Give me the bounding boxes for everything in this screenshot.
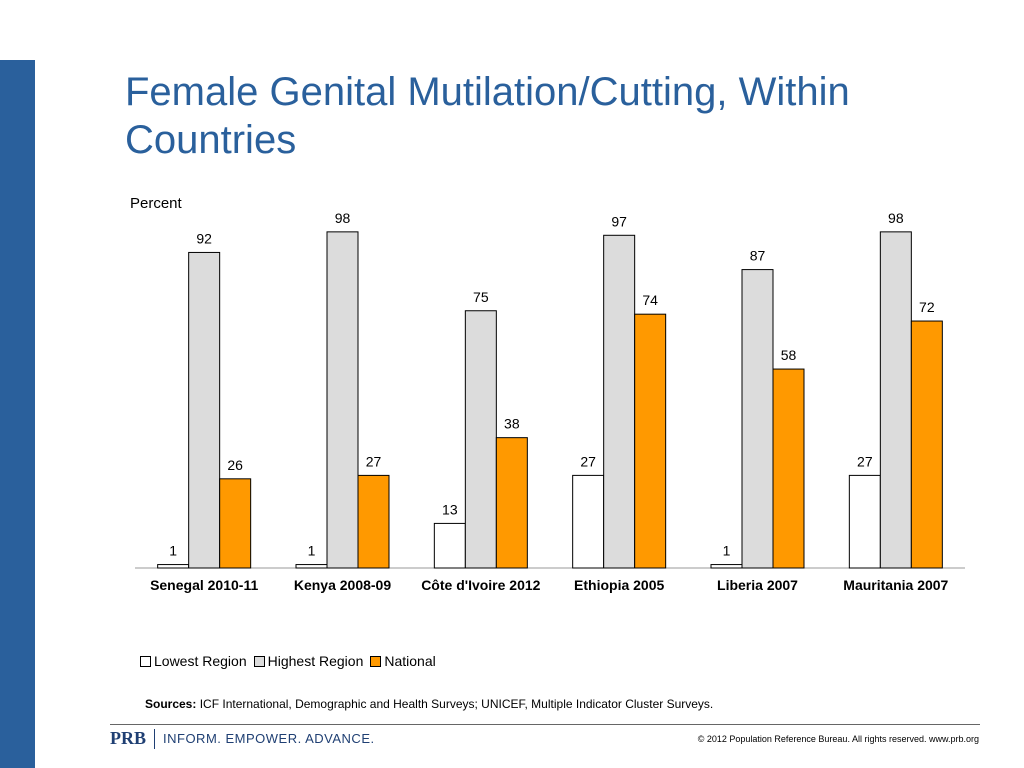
legend-label-highest: Highest Region bbox=[267, 653, 364, 669]
brand-tagline: INFORM. EMPOWER. ADVANCE. bbox=[163, 731, 375, 746]
data-label-national-1: 27 bbox=[366, 453, 382, 469]
page-title: Female Genital Mutilation/Cutting, Withi… bbox=[125, 70, 850, 162]
data-label-lowest-4: 1 bbox=[723, 543, 731, 559]
legend-item-highest: Highest Region bbox=[253, 653, 364, 669]
bar-national-5 bbox=[910, 320, 943, 569]
bar-lowest-4 bbox=[710, 564, 743, 569]
y-axis-unit: Percent bbox=[130, 195, 182, 212]
bar-highest-0 bbox=[188, 251, 221, 569]
bar-highest-1 bbox=[326, 231, 359, 569]
bar-highest-5 bbox=[879, 231, 912, 569]
data-label-lowest-5: 27 bbox=[857, 453, 873, 469]
bar-lowest-5 bbox=[848, 474, 881, 569]
bar-national-3 bbox=[634, 313, 667, 569]
brand-separator bbox=[154, 728, 155, 749]
data-label-highest-0: 92 bbox=[196, 230, 212, 246]
bar-lowest-0 bbox=[157, 564, 190, 569]
brand-block: PRB INFORM. EMPOWER. ADVANCE. bbox=[110, 728, 375, 749]
data-label-national-0: 26 bbox=[227, 457, 243, 473]
side-accent-bar bbox=[0, 60, 35, 768]
legend-item-lowest: Lowest Region bbox=[140, 653, 247, 669]
brand-logo: PRB bbox=[110, 728, 146, 748]
legend-label-lowest: Lowest Region bbox=[154, 653, 247, 669]
legend-item-national: National bbox=[370, 653, 436, 669]
bar-highest-2 bbox=[464, 310, 497, 569]
data-label-national-4: 58 bbox=[781, 347, 797, 363]
copyright-text: © 2012 Population Reference Bureau. All … bbox=[697, 734, 979, 744]
bar-national-1 bbox=[357, 474, 390, 569]
data-label-lowest-1: 1 bbox=[308, 543, 316, 559]
bar-national-0 bbox=[219, 478, 252, 569]
legend-swatch-lowest bbox=[140, 655, 151, 667]
legend-label-national: National bbox=[384, 653, 436, 669]
bar-lowest-2 bbox=[433, 522, 466, 569]
data-label-national-5: 72 bbox=[919, 299, 935, 315]
bar-national-2 bbox=[495, 437, 528, 569]
legend-swatch-highest bbox=[253, 655, 265, 667]
data-label-lowest-0: 1 bbox=[169, 543, 177, 559]
data-label-highest-5: 98 bbox=[888, 210, 904, 226]
bar-lowest-1 bbox=[295, 564, 328, 569]
category-label-2: Côte d'Ivoire 2012 bbox=[421, 577, 540, 593]
category-label-4: Liberia 2007 bbox=[717, 577, 798, 593]
footer-divider bbox=[110, 724, 980, 725]
data-label-national-3: 74 bbox=[642, 292, 658, 308]
category-label-1: Kenya 2008-09 bbox=[294, 577, 392, 593]
bar-lowest-3 bbox=[572, 474, 605, 569]
data-label-lowest-2: 13 bbox=[442, 501, 458, 517]
data-label-highest-3: 97 bbox=[611, 213, 627, 229]
bar-highest-3 bbox=[603, 234, 636, 569]
chart-legend: Lowest Region Highest Region National bbox=[140, 653, 443, 669]
sources-text: ICF International, Demographic and Healt… bbox=[199, 697, 714, 711]
legend-swatch-national bbox=[370, 655, 382, 667]
data-label-highest-1: 98 bbox=[335, 210, 351, 226]
category-label-3: Ethiopia 2005 bbox=[574, 577, 664, 593]
bar-highest-4 bbox=[741, 269, 774, 569]
sources-label: Sources: bbox=[145, 697, 197, 711]
data-label-national-2: 38 bbox=[504, 416, 520, 432]
category-label-0: Senegal 2010-11 bbox=[150, 577, 258, 593]
category-label-5: Mauritania 2007 bbox=[843, 577, 948, 593]
data-label-highest-4: 87 bbox=[750, 248, 766, 264]
bar-national-4 bbox=[772, 368, 805, 569]
data-label-highest-2: 75 bbox=[473, 289, 489, 305]
data-label-lowest-3: 27 bbox=[580, 453, 596, 469]
sources-note: Sources: ICF International, Demographic … bbox=[145, 697, 713, 711]
